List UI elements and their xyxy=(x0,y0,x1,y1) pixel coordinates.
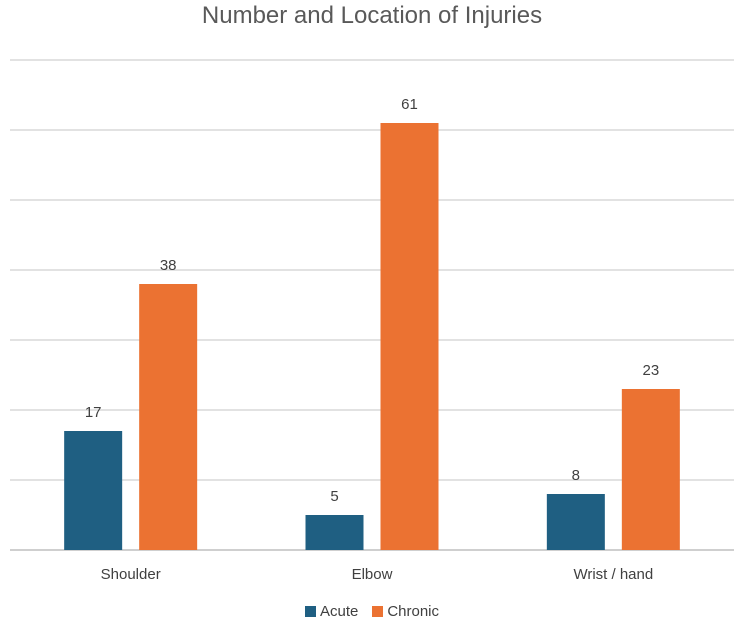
data-label-acute-shoulder: 17 xyxy=(85,404,102,421)
legend-label-acute: Acute xyxy=(319,603,359,620)
data-label-acute-elbow: 5 xyxy=(330,488,338,505)
bar-acute-elbow xyxy=(305,515,364,550)
bars xyxy=(64,123,680,550)
bar-acute-shoulder xyxy=(64,431,123,550)
x-tick-label: Elbow xyxy=(352,566,393,583)
data-label-chronic-shoulder: 38 xyxy=(160,257,177,274)
legend: Acute Chronic xyxy=(0,603,744,620)
data-labels: 17 38 5 61 8 23 xyxy=(85,96,659,505)
data-label-chronic-wrist-hand: 23 xyxy=(642,362,659,379)
legend-item-chronic: Chronic xyxy=(372,603,439,620)
bar-chronic-wrist-hand xyxy=(621,389,680,550)
gridlines xyxy=(10,59,734,551)
legend-label-chronic: Chronic xyxy=(387,603,440,620)
x-tick-label: Wrist / hand xyxy=(573,566,653,583)
bar-acute-wrist-hand xyxy=(546,494,605,550)
legend-item-acute: Acute xyxy=(304,603,359,620)
legend-swatch-chronic xyxy=(372,606,384,617)
x-tick-labels: Shoulder Elbow Wrist / hand xyxy=(101,566,654,583)
bar-chronic-shoulder xyxy=(139,284,198,550)
x-tick-label: Shoulder xyxy=(101,566,161,583)
bar-chronic-elbow xyxy=(380,123,439,550)
data-label-acute-wrist-hand: 8 xyxy=(572,467,580,484)
legend-swatch-acute xyxy=(304,606,316,617)
chart-title: Number and Location of Injuries xyxy=(201,2,543,29)
data-label-chronic-elbow: 61 xyxy=(401,96,418,113)
